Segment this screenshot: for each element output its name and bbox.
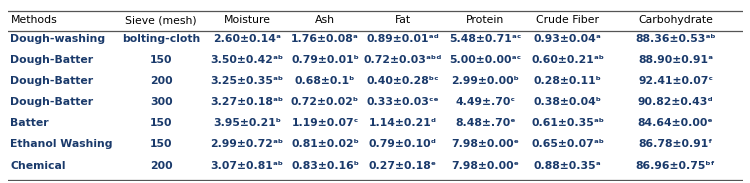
Text: Moisture: Moisture [224,15,271,25]
Text: Crude Fiber: Crude Fiber [536,15,599,25]
Text: 3.07±0.81ᵃᵇ: 3.07±0.81ᵃᵇ [211,160,284,171]
Text: 0.83±0.16ᵇ: 0.83±0.16ᵇ [291,160,359,171]
Text: Carbohydrate: Carbohydrate [638,15,713,25]
Text: 90.82±0.43ᵈ: 90.82±0.43ᵈ [638,97,713,107]
Text: 86.78±0.91ᶠ: 86.78±0.91ᶠ [638,139,712,149]
Text: Dough-Batter: Dough-Batter [10,76,94,86]
Text: 0.27±0.18ᵉ: 0.27±0.18ᵉ [369,160,437,171]
Text: bolting-cloth: bolting-cloth [122,33,200,44]
Text: 88.90±0.91ᵃ: 88.90±0.91ᵃ [638,55,713,65]
Text: Ash: Ash [315,15,335,25]
Text: Ethanol Washing: Ethanol Washing [10,139,113,149]
Text: 1.14±0.21ᵈ: 1.14±0.21ᵈ [369,118,437,128]
Text: 2.99±0.00ᵇ: 2.99±0.00ᵇ [452,76,519,86]
Text: 0.88±0.35ᵃ: 0.88±0.35ᵃ [534,160,602,171]
Text: 5.00±0.00ᵃᶜ: 5.00±0.00ᵃᶜ [449,55,521,65]
Text: 1.76±0.08ᵃ: 1.76±0.08ᵃ [291,33,359,44]
Text: Sieve (mesh): Sieve (mesh) [125,15,197,25]
Text: 0.28±0.11ᵇ: 0.28±0.11ᵇ [534,76,602,86]
Text: 0.93±0.04ᵃ: 0.93±0.04ᵃ [534,33,602,44]
Text: Fat: Fat [394,15,411,25]
Text: 3.27±0.18ᵃᵇ: 3.27±0.18ᵃᵇ [211,97,284,107]
Text: 0.38±0.04ᵇ: 0.38±0.04ᵇ [533,97,602,107]
Text: 0.89±0.01ᵃᵈ: 0.89±0.01ᵃᵈ [367,33,440,44]
Text: Protein: Protein [466,15,504,25]
Text: 0.68±0.1ᵇ: 0.68±0.1ᵇ [295,76,356,86]
Text: 0.79±0.10ᵈ: 0.79±0.10ᵈ [369,139,436,149]
Text: Batter: Batter [10,118,49,128]
Text: 4.49±.70ᶜ: 4.49±.70ᶜ [455,97,515,107]
Text: 92.41±0.07ᶜ: 92.41±0.07ᶜ [638,76,713,86]
Text: 0.40±0.28ᵇᶜ: 0.40±0.28ᵇᶜ [367,76,440,86]
Text: Dough-washing: Dough-washing [10,33,106,44]
Text: 0.61±0.35ᵃᵇ: 0.61±0.35ᵃᵇ [531,118,604,128]
Text: 7.98±0.00ᵉ: 7.98±0.00ᵉ [452,160,519,171]
Text: 86.96±0.75ᵇᶠ: 86.96±0.75ᵇᶠ [636,160,716,171]
Text: 300: 300 [150,97,172,107]
Text: Chemical: Chemical [10,160,66,171]
Text: 8.48±.70ᵉ: 8.48±.70ᵉ [455,118,515,128]
Text: 5.48±0.71ᵃᶜ: 5.48±0.71ᵃᶜ [449,33,521,44]
Text: 84.64±0.00ᵉ: 84.64±0.00ᵉ [638,118,713,128]
Text: Dough-Batter: Dough-Batter [10,55,94,65]
Text: 150: 150 [150,118,172,128]
Text: 200: 200 [150,76,172,86]
Text: 0.81±0.02ᵇ: 0.81±0.02ᵇ [291,139,359,149]
Text: Dough-Batter: Dough-Batter [10,97,94,107]
Text: 3.95±0.21ᵇ: 3.95±0.21ᵇ [213,118,281,128]
Text: 2.60±0.14ᵃ: 2.60±0.14ᵃ [213,33,281,44]
Text: 2.99±0.72ᵃᵇ: 2.99±0.72ᵃᵇ [211,139,284,149]
Text: 88.36±0.53ᵃᵇ: 88.36±0.53ᵃᵇ [635,33,716,44]
Text: Methods: Methods [10,15,57,25]
Text: 0.79±0.01ᵇ: 0.79±0.01ᵇ [291,55,359,65]
Text: 0.72±0.02ᵇ: 0.72±0.02ᵇ [291,97,359,107]
Text: 150: 150 [150,139,172,149]
Text: 3.25±0.35ᵃᵇ: 3.25±0.35ᵃᵇ [211,76,284,86]
Text: 0.72±0.03ᵃᵇᵈ: 0.72±0.03ᵃᵇᵈ [364,55,442,65]
Text: 150: 150 [150,55,172,65]
Text: 1.19±0.07ᶜ: 1.19±0.07ᶜ [292,118,358,128]
Text: 3.50±0.42ᵃᵇ: 3.50±0.42ᵃᵇ [211,55,284,65]
Text: 200: 200 [150,160,172,171]
Text: 0.65±0.07ᵃᵇ: 0.65±0.07ᵃᵇ [531,139,604,149]
Text: 7.98±0.00ᵉ: 7.98±0.00ᵉ [452,139,519,149]
Text: 0.60±0.21ᵃᵇ: 0.60±0.21ᵃᵇ [531,55,604,65]
Text: 0.33±0.03ᶜᵉ: 0.33±0.03ᶜᵉ [367,97,440,107]
